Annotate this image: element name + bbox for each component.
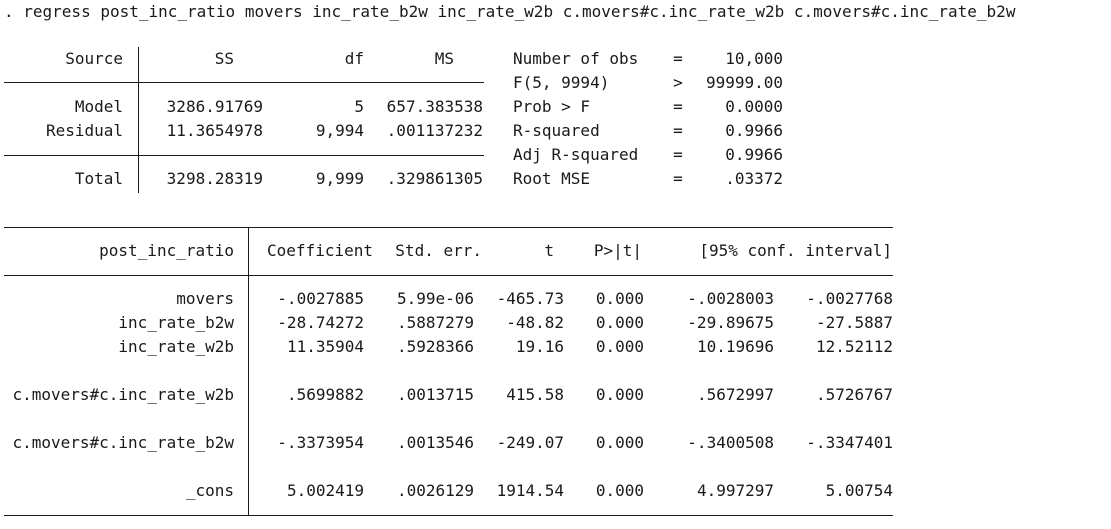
stat-operator: =	[673, 145, 683, 164]
anova-header-source: Source	[65, 49, 123, 68]
anova-source: Total	[74, 169, 123, 188]
coef-ci-upper: 12.52112	[815, 337, 893, 356]
stat-operator: =	[673, 121, 683, 140]
coef-ci-lower: -.3400508	[687, 433, 774, 452]
stat-value: 0.0000	[725, 97, 783, 116]
anova-header-ss: SS	[214, 49, 234, 68]
coef-value: -.0027885	[277, 289, 364, 308]
coef-t: 19.16	[515, 337, 564, 356]
coef-stderr: .0026129	[396, 481, 474, 500]
anova-ss: 11.3654978	[166, 121, 263, 140]
coef-ci-upper: -.0027768	[806, 289, 893, 308]
anova-ss: 3298.28319	[166, 169, 263, 188]
stat-label: Adj R-squared	[513, 145, 639, 164]
stat-operator: =	[673, 49, 683, 68]
coef-ci-upper: -27.5887	[815, 313, 893, 332]
coef-p: 0.000	[595, 313, 644, 332]
stat-label: R-squared	[513, 121, 600, 140]
coef-p: 0.000	[595, 337, 644, 356]
coef-t: -465.73	[496, 289, 564, 308]
coef-t: -249.07	[496, 433, 564, 452]
coef-stderr: .0013715	[396, 385, 474, 404]
coef-bottom-rule	[4, 515, 893, 516]
coef-value: -.3373954	[277, 433, 364, 452]
coef-ci-upper: .5726767	[815, 385, 893, 404]
coef-ci-lower: -.0028003	[687, 289, 774, 308]
coef-value: -28.74272	[277, 313, 364, 332]
coef-t: 415.58	[506, 385, 564, 404]
coef-var: inc_rate_w2b	[118, 337, 234, 356]
anova-df: 5	[354, 97, 364, 116]
anova-total-rule	[4, 155, 484, 156]
coef-stderr: 5.99e-06	[396, 289, 474, 308]
coef-header-ci: [95% conf. interval]	[699, 241, 892, 260]
coef-header-coefficient: Coefficient	[267, 241, 373, 260]
anova-source: Model	[74, 97, 123, 116]
coef-t: -48.82	[506, 313, 564, 332]
stat-value: 99999.00	[705, 73, 783, 92]
coef-var: inc_rate_b2w	[118, 313, 234, 332]
stat-operator: >	[673, 73, 683, 92]
coef-stderr: .0013546	[396, 433, 474, 452]
anova-ss: 3286.91769	[166, 97, 263, 116]
anova-header-ms: MS	[434, 49, 454, 68]
anova-divider	[138, 47, 139, 193]
coef-t: 1914.54	[496, 481, 564, 500]
command-line: . regress post_inc_ratio movers inc_rate…	[4, 2, 1016, 21]
coef-value: 11.35904	[286, 337, 364, 356]
anova-ms: 657.383538	[386, 97, 483, 116]
coef-p: 0.000	[595, 385, 644, 404]
anova-header-df: df	[344, 49, 364, 68]
stat-value: .03372	[725, 169, 783, 188]
anova-df: 9,994	[315, 121, 364, 140]
coef-top-rule	[4, 227, 893, 228]
stat-operator: =	[673, 97, 683, 116]
coef-p: 0.000	[595, 481, 644, 500]
stat-value: 0.9966	[725, 121, 783, 140]
coef-ci-upper: 5.00754	[825, 481, 893, 500]
coef-stderr: .5928366	[396, 337, 474, 356]
coef-divider	[248, 227, 249, 516]
coef-ci-lower: 4.997297	[696, 481, 774, 500]
stat-value: 0.9966	[725, 145, 783, 164]
coef-p: 0.000	[595, 289, 644, 308]
coef-header-rule	[4, 275, 893, 276]
stat-label: F(5, 9994)	[513, 73, 610, 92]
coef-header-var: post_inc_ratio	[99, 241, 234, 260]
coef-header-stderr: Std. err.	[395, 241, 482, 260]
coef-ci-lower: .5672997	[696, 385, 774, 404]
coef-var: movers	[176, 289, 234, 308]
coef-header-p: P>|t|	[593, 241, 642, 260]
coef-value: 5.002419	[286, 481, 364, 500]
coef-ci-upper: -.3347401	[806, 433, 893, 452]
stat-operator: =	[673, 169, 683, 188]
coef-ci-lower: 10.19696	[696, 337, 774, 356]
stat-label: Prob > F	[513, 97, 591, 116]
anova-ms: .329861305	[386, 169, 483, 188]
coef-var: c.movers#c.inc_rate_b2w	[12, 433, 234, 452]
stat-label: Number of obs	[513, 49, 639, 68]
coef-stderr: .5887279	[396, 313, 474, 332]
coef-ci-lower: -29.89675	[687, 313, 774, 332]
coef-var: c.movers#c.inc_rate_w2b	[12, 385, 234, 404]
anova-source: Residual	[45, 121, 123, 140]
stat-label: Root MSE	[513, 169, 591, 188]
anova-df: 9,999	[315, 169, 364, 188]
coef-var: _cons	[185, 481, 234, 500]
stat-value: 10,000	[725, 49, 783, 68]
coef-p: 0.000	[595, 433, 644, 452]
coef-value: .5699882	[286, 385, 364, 404]
anova-ms: .001137232	[386, 121, 483, 140]
coef-header-t: t	[544, 241, 554, 260]
anova-header-rule	[4, 82, 484, 83]
